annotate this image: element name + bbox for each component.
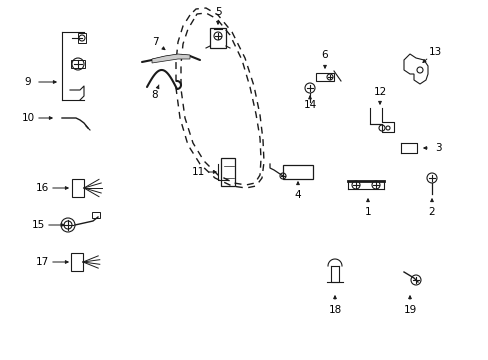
Text: 7: 7	[151, 37, 158, 47]
Text: 15: 15	[31, 220, 44, 230]
Text: 11: 11	[191, 167, 204, 177]
Bar	[315, 73, 333, 81]
Bar	[71, 60, 85, 68]
Text: 17: 17	[35, 257, 48, 267]
Text: 19: 19	[403, 305, 416, 315]
Text: 4: 4	[294, 190, 301, 200]
Text: 2: 2	[428, 207, 434, 217]
Bar	[71, 253, 83, 271]
Text: 16: 16	[35, 183, 48, 193]
Text: 5: 5	[214, 7, 221, 17]
Text: 6: 6	[321, 50, 327, 60]
Text: 14: 14	[303, 100, 316, 110]
Bar	[72, 179, 84, 197]
Bar	[92, 212, 100, 218]
Text: 12: 12	[373, 87, 386, 97]
Text: 18: 18	[328, 305, 341, 315]
Polygon shape	[152, 54, 190, 63]
Text: 13: 13	[427, 47, 441, 57]
Text: 1: 1	[364, 207, 370, 217]
Text: 9: 9	[24, 77, 31, 87]
Text: 3: 3	[434, 143, 440, 153]
Bar	[78, 33, 86, 43]
Bar	[209, 28, 225, 48]
Text: 8: 8	[151, 90, 158, 100]
Bar	[221, 158, 235, 186]
Bar	[283, 165, 312, 179]
Text: 10: 10	[21, 113, 35, 123]
